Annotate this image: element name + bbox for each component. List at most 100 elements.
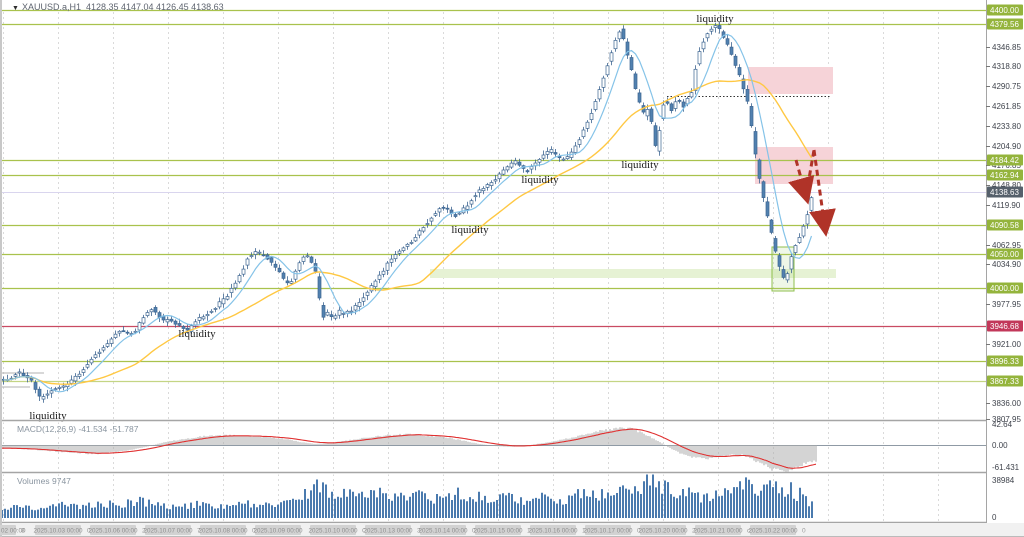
- candle-body: [149, 309, 154, 313]
- projection-arrow-segment[interactable]: [804, 149, 816, 197]
- candle-body: [733, 55, 738, 66]
- liquidity-label[interactable]: liquidity: [29, 410, 67, 422]
- candle-body: [669, 103, 674, 111]
- date-chip: [35, 525, 81, 535]
- candle-body: [281, 272, 286, 279]
- candle-body: [101, 347, 106, 351]
- macd-signal-line: [2, 428, 817, 469]
- candle-body: [257, 251, 262, 254]
- fast-ma-line: [3, 33, 813, 393]
- candle-body: [197, 317, 202, 321]
- price-chip-label: 4162.94: [990, 171, 1019, 180]
- candle-body: [513, 160, 518, 165]
- candle-body: [717, 25, 722, 30]
- date-chip-label: 2025.10.08 00:00: [198, 528, 248, 535]
- candle-body: [313, 263, 318, 272]
- candle-body: [277, 267, 282, 273]
- candle-body: [269, 257, 274, 263]
- candle-body: [217, 301, 222, 308]
- candle-body: [213, 308, 218, 310]
- candle-body: [657, 130, 662, 152]
- price-tick-label: 3977.95: [992, 300, 1021, 309]
- slow-ma-line: [3, 78, 813, 385]
- candle-body: [337, 309, 342, 316]
- candle-body: [117, 330, 122, 334]
- candle-body: [797, 237, 802, 243]
- date-chip: [585, 525, 631, 535]
- candle-body: [141, 317, 146, 324]
- candle-body: [457, 212, 462, 215]
- price-chip-green: [987, 154, 1023, 166]
- date-chip-label: 2025.10.07 00:00: [143, 528, 193, 535]
- candle-body: [453, 214, 458, 217]
- price-chip-green: [987, 219, 1023, 231]
- liquidity-label[interactable]: liquidity: [451, 224, 489, 236]
- time-axis-fragment: 7: [197, 528, 201, 535]
- candle-body: [205, 314, 210, 317]
- candle-body: [305, 255, 310, 258]
- candle-body: [229, 288, 234, 293]
- price-chip-green: [987, 248, 1023, 260]
- candle-body: [365, 291, 370, 296]
- demand-zone-band[interactable]: [430, 269, 836, 278]
- candle-body: [429, 217, 434, 222]
- candle-body: [537, 159, 542, 163]
- candle-body: [73, 375, 78, 382]
- liquidity-label[interactable]: liquidity: [178, 328, 216, 340]
- candle-body: [105, 343, 110, 347]
- price-tick-label: 4318.80: [992, 62, 1021, 71]
- liquidity-label[interactable]: liquidity: [696, 13, 734, 25]
- candle-body: [565, 156, 570, 160]
- price-chip-label: 3867.33: [990, 377, 1019, 386]
- supply-zone[interactable]: [755, 147, 833, 184]
- candle-body: [353, 305, 358, 311]
- liquidity-label[interactable]: liquidity: [621, 159, 659, 171]
- candle-body: [181, 326, 186, 329]
- candle-body: [437, 208, 442, 213]
- date-chip: [640, 525, 686, 535]
- price-tick-label: 3836.00: [992, 399, 1021, 408]
- price-chip-label: 4400.00: [990, 6, 1019, 15]
- candle-body: [633, 73, 638, 89]
- price-tick-label: 4148.80: [992, 181, 1021, 190]
- candle-body: [665, 101, 670, 104]
- candle-body: [561, 158, 566, 161]
- price-chip-green: [987, 375, 1023, 387]
- candle-body: [637, 92, 642, 103]
- price-chip-label: 4379.56: [990, 20, 1019, 29]
- candle-body: [425, 223, 430, 225]
- projection-arrow[interactable]: [788, 149, 836, 237]
- candle-body: [333, 315, 338, 319]
- candle-body: [805, 214, 810, 225]
- price-tick-label: 3921.00: [992, 340, 1021, 349]
- candle-body: [185, 327, 190, 331]
- candle-body: [577, 139, 582, 145]
- time-axis-fragment: 3: [21, 528, 25, 535]
- window-left-edge: [0, 0, 2, 537]
- candle-body: [677, 100, 682, 102]
- projection-arrow-segment[interactable]: [809, 149, 836, 237]
- candle-body: [49, 390, 54, 394]
- liquidity-label[interactable]: liquidity: [521, 174, 559, 186]
- candle-body: [77, 373, 82, 377]
- candle-body: [777, 255, 782, 267]
- date-chip-label: 2025.10.10 00:00: [308, 528, 358, 535]
- candle-body: [109, 338, 114, 344]
- time-axis-fragment: ct: [747, 528, 752, 535]
- date-chip-label: 2025.10.15 00:00: [473, 528, 523, 535]
- candle-body: [745, 89, 750, 102]
- candle-body: [113, 333, 118, 338]
- candle-body: [769, 219, 774, 233]
- price-chip-green: [987, 4, 1023, 16]
- supply-zone[interactable]: [748, 67, 833, 94]
- candle-body: [209, 310, 214, 313]
- candle-body: [713, 25, 718, 28]
- projection-arrow-segment[interactable]: [788, 159, 815, 205]
- candle-body: [193, 321, 198, 326]
- price-chip-green: [987, 169, 1023, 181]
- price-chip-label: 4138.63: [990, 188, 1019, 197]
- candle-body: [389, 258, 394, 263]
- candle-body: [69, 379, 74, 384]
- candle-body: [169, 318, 174, 322]
